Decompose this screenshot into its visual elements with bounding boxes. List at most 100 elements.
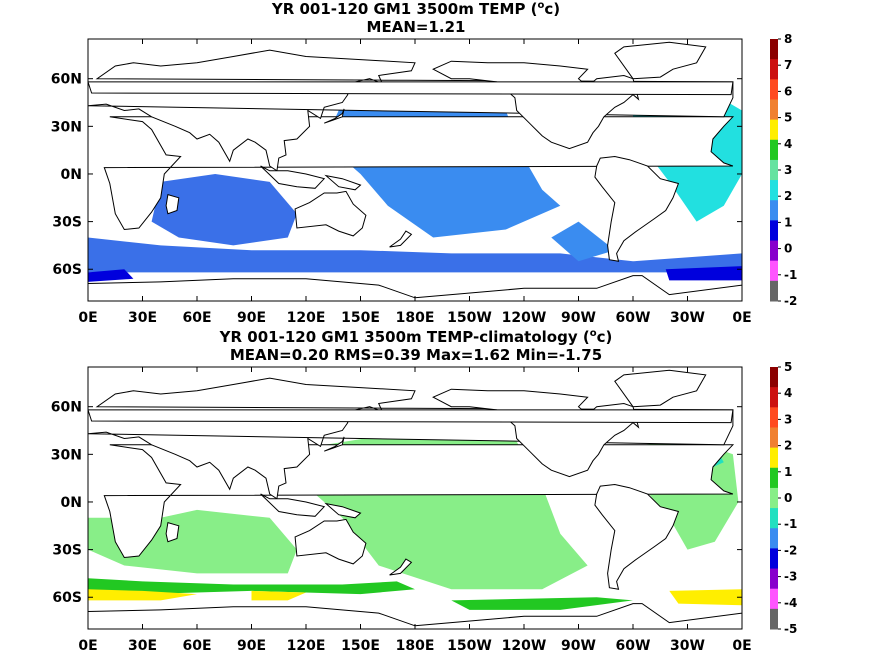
colorbar-label: -5 xyxy=(784,622,797,636)
colorbar-swatch xyxy=(770,240,778,262)
continent-greenland xyxy=(614,369,707,408)
continent-indonesia xyxy=(260,493,326,517)
colorbar-swatch xyxy=(770,367,778,388)
x-tick-label: 150W xyxy=(447,310,492,326)
y-tick-label: 30S xyxy=(52,543,82,559)
continent-new-guinea xyxy=(324,502,362,519)
top-chart-title: YR 001-120 GM1 3500m TEMP (oc) xyxy=(271,0,561,18)
x-tick-label: 60W xyxy=(616,638,651,654)
colorbar-swatch xyxy=(770,159,778,181)
field-region xyxy=(88,237,742,273)
continent-south-america xyxy=(594,155,680,262)
field-region xyxy=(88,578,415,595)
continent-indonesia xyxy=(260,165,326,189)
colorbar-label: 1 xyxy=(784,465,792,479)
field-region xyxy=(665,266,742,281)
colorbar-swatch xyxy=(770,260,778,282)
colorbar-top: 8 7 6 5 4 3 2 1 0 -1 -2 xyxy=(770,32,797,308)
continent-north-america xyxy=(432,388,640,478)
colorbar-swatch xyxy=(770,79,778,100)
colorbar-label: 5 xyxy=(784,111,792,125)
continent-antarctica xyxy=(88,275,742,301)
colorbar-label: -2 xyxy=(784,294,797,308)
colorbar-swatch xyxy=(770,119,778,141)
y-tick-label: 30N xyxy=(51,119,82,135)
colorbar-label: 6 xyxy=(784,84,792,98)
colorbar-label: 0 xyxy=(784,491,792,505)
bottom-chart-subtitle: MEAN=0.20 RMS=0.39 Max=1.62 Min=-1.75 xyxy=(229,346,603,364)
colorbar-swatch xyxy=(770,387,778,408)
map-panel-bottom: 0E 30E 60E 90E 120E 150E 180E 150W 120W 90W 60W 30W… xyxy=(51,366,752,654)
y-tick-label: 60S xyxy=(52,262,82,278)
colorbar-swatch xyxy=(770,427,778,449)
continent-new-guinea xyxy=(324,174,362,191)
x-tick-label: 0E xyxy=(732,638,751,654)
colorbar-bottom: 5 4 3 2 1 0 -1 -2 -3 -4 -5 xyxy=(770,360,797,636)
colorbar-label: -2 xyxy=(784,543,797,557)
x-tick-label: 90W xyxy=(561,310,596,326)
continent-greenland xyxy=(614,41,707,80)
top-chart-subtitle: MEAN=1.21 xyxy=(366,18,466,36)
colorbar-label: 7 xyxy=(784,58,792,72)
continent-japan xyxy=(323,436,345,452)
field-region xyxy=(88,589,197,601)
x-tick-label: 0E xyxy=(732,310,751,326)
continent-new-zealand xyxy=(389,230,413,248)
x-tick-label: 90E xyxy=(237,638,266,654)
x-tick-label: 30W xyxy=(670,310,705,326)
x-tick-label: 90E xyxy=(237,310,266,326)
x-tick-label: 90W xyxy=(561,638,596,654)
x-tick-label: 0E xyxy=(78,310,97,326)
y-tick-label: 60S xyxy=(52,590,82,606)
colorbar-label: 2 xyxy=(784,189,792,203)
y-tick-label: 0N xyxy=(61,495,82,511)
colorbar-swatch xyxy=(770,220,778,242)
x-tick-label: 150E xyxy=(341,310,380,326)
x-tick-label: 60E xyxy=(182,638,211,654)
colorbar-swatch xyxy=(770,447,778,469)
colorbar-label: 3 xyxy=(784,412,792,426)
x-tick-label: 120W xyxy=(502,310,547,326)
colorbar-label: 5 xyxy=(784,360,792,374)
continent-south-america xyxy=(594,483,680,590)
colorbar-swatch xyxy=(770,59,778,80)
x-tick-label: 180E xyxy=(396,638,435,654)
field-layer xyxy=(88,369,742,629)
colorbar-swatch xyxy=(770,180,778,201)
x-tick-label: 30W xyxy=(670,638,705,654)
x-tick-label: 60E xyxy=(182,310,211,326)
field-region xyxy=(88,269,134,282)
y-tick-label: 30S xyxy=(52,215,82,231)
x-tick-label: 120E xyxy=(287,310,326,326)
colorbar-swatch xyxy=(770,608,778,630)
y-tick-label: 30N xyxy=(51,447,82,463)
x-tick-label: 120E xyxy=(287,638,326,654)
field-region xyxy=(551,221,615,262)
colorbar-label: 4 xyxy=(784,386,792,400)
continent-antarctica xyxy=(88,603,742,629)
colorbar-label: -4 xyxy=(784,596,797,610)
continent-australia xyxy=(294,518,367,565)
colorbar-swatch xyxy=(770,528,778,549)
colorbar-label: 8 xyxy=(784,32,792,46)
colorbar-swatch xyxy=(770,39,778,60)
colorbar-swatch xyxy=(770,280,778,302)
continent-madagascar xyxy=(165,193,180,215)
colorbar-label: 0 xyxy=(784,242,792,256)
colorbar-swatch xyxy=(770,467,778,489)
x-tick-label: 150E xyxy=(341,638,380,654)
continent-uk xyxy=(88,81,734,96)
y-tick-label: 60N xyxy=(51,72,82,88)
x-tick-label: 0E xyxy=(78,638,97,654)
colorbar-swatch xyxy=(770,588,778,610)
map-panel-top: 0E 30E 60E 90E 120E 150E 180E 150W 120W 90W 60W 30W… xyxy=(51,38,752,326)
x-tick-label: 120W xyxy=(502,638,547,654)
colorbar-swatch xyxy=(770,548,778,570)
x-tick-label: 180E xyxy=(396,310,435,326)
y-tick-label: 0N xyxy=(61,167,82,183)
colorbar-label: 3 xyxy=(784,163,792,177)
colorbar-swatch xyxy=(770,139,778,161)
colorbar-label: -1 xyxy=(784,268,797,282)
continent-europe-asia xyxy=(88,49,734,172)
colorbar-label: -1 xyxy=(784,517,797,531)
